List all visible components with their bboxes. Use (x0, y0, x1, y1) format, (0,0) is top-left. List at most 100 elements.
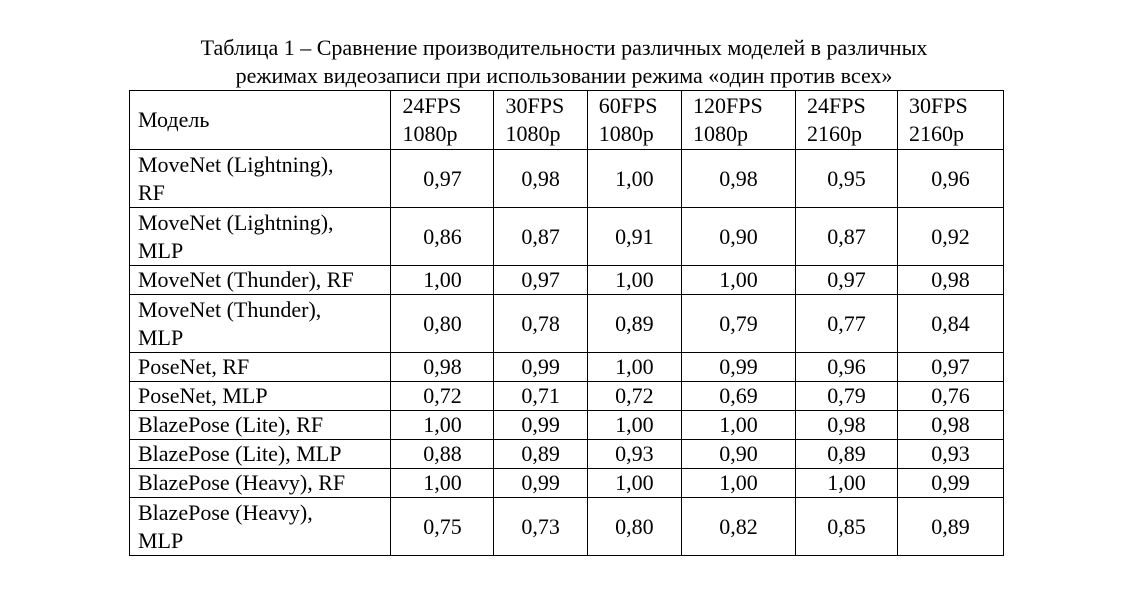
value-cell: 0,78 (493, 294, 588, 353)
value-cell: 1,00 (586, 265, 683, 295)
model-name-line-1: MoveNet (Lightning), (138, 151, 334, 177)
value-cell: 0,99 (493, 468, 588, 498)
value-cell: 0,97 (493, 265, 588, 295)
value-cell: 1,00 (390, 410, 495, 440)
table-row: BlazePose (Heavy), MLP 0,75 0,73 0,80 0,… (128, 497, 1004, 556)
column-header-fps: 60FPS (598, 93, 658, 118)
model-name-line-2: MLP (138, 324, 184, 350)
value-cell: 0,87 (795, 207, 899, 266)
value-cell: 0,80 (390, 294, 495, 353)
value-cell: 1,00 (586, 352, 683, 382)
column-header-fps: 30FPS (505, 93, 565, 118)
value-cell: 0,91 (586, 207, 683, 266)
model-cell: MoveNet (Thunder), MLP (128, 294, 392, 353)
table-caption: Таблица 1 – Сравнение производительности… (0, 34, 1128, 90)
value-cell: 0,89 (586, 294, 683, 353)
value-cell: 0,96 (795, 352, 899, 382)
value-cell: 0,90 (681, 439, 797, 469)
column-header-120fps-1080p: 120FPS 1080p (681, 90, 797, 150)
column-header-resolution: 1080p (505, 121, 561, 146)
value-cell: 0,98 (897, 265, 1004, 295)
value-cell: 0,98 (897, 410, 1004, 440)
value-cell: 0,79 (681, 294, 797, 353)
value-cell: 0,98 (795, 410, 899, 440)
value-cell: 0,93 (897, 439, 1004, 469)
value-cell: 0,96 (897, 149, 1004, 208)
column-header-resolution: 2160p (807, 121, 863, 146)
value-cell: 0,85 (795, 497, 899, 556)
value-cell: 0,98 (390, 352, 495, 382)
model-cell: BlazePose (Heavy), RF (128, 468, 392, 498)
value-cell: 0,97 (795, 265, 899, 295)
table-row: BlazePose (Lite), RF 1,00 0,99 1,00 1,00… (128, 410, 1004, 440)
value-cell: 0,88 (390, 439, 495, 469)
value-cell: 0,92 (897, 207, 1004, 266)
value-cell: 0,98 (681, 149, 797, 208)
value-cell: 0,99 (493, 352, 588, 382)
column-header-resolution: 2160p (909, 121, 965, 146)
column-header-resolution: 1080p (693, 121, 749, 146)
table-row: PoseNet, RF 0,98 0,99 1,00 0,99 0,96 0,9… (128, 352, 1004, 382)
value-cell: 0,89 (897, 497, 1004, 556)
model-cell: MoveNet (Lightning), RF (128, 149, 392, 208)
value-cell: 0,97 (390, 149, 495, 208)
table-row: MoveNet (Lightning), MLP 0,86 0,87 0,91 … (128, 207, 1004, 266)
value-cell: 1,00 (586, 468, 683, 498)
value-cell: 0,90 (681, 207, 797, 266)
column-header-fps: 24FPS (402, 93, 462, 118)
model-name-line-2: RF (138, 179, 165, 205)
value-cell: 0,77 (795, 294, 899, 353)
results-table: Модель 24FPS 1080p 30FPS 1080p 60FPS 108… (128, 90, 1004, 556)
model-name-line-1: MoveNet (Thunder), (138, 296, 322, 322)
value-cell: 0,93 (586, 439, 683, 469)
value-cell: 0,97 (897, 352, 1004, 382)
value-cell: 1,00 (681, 410, 797, 440)
column-header-resolution: 1080p (598, 121, 654, 146)
value-cell: 1,00 (390, 468, 495, 498)
column-header-30fps-1080p: 30FPS 1080p (493, 90, 588, 150)
model-cell: PoseNet, MLP (128, 381, 392, 411)
model-name-line-1: BlazePose (Heavy), (138, 499, 313, 525)
value-cell: 1,00 (795, 468, 899, 498)
table-row: BlazePose (Lite), MLP 0,88 0,89 0,93 0,9… (128, 439, 1004, 469)
value-cell: 1,00 (681, 265, 797, 295)
value-cell: 0,95 (795, 149, 899, 208)
value-cell: 0,82 (681, 497, 797, 556)
value-cell: 0,86 (390, 207, 495, 266)
model-cell: BlazePose (Lite), MLP (128, 439, 392, 469)
value-cell: 0,87 (493, 207, 588, 266)
model-cell: BlazePose (Heavy), MLP (128, 497, 392, 556)
table-row: PoseNet, MLP 0,72 0,71 0,72 0,69 0,79 0,… (128, 381, 1004, 411)
model-cell: BlazePose (Lite), RF (128, 410, 392, 440)
value-cell: 1,00 (390, 265, 495, 295)
value-cell: 0,76 (897, 381, 1004, 411)
value-cell: 0,69 (681, 381, 797, 411)
value-cell: 1,00 (586, 149, 683, 208)
value-cell: 0,84 (897, 294, 1004, 353)
model-name-line-2: MLP (138, 237, 184, 263)
value-cell: 0,72 (390, 381, 495, 411)
column-header-30fps-2160p: 30FPS 2160p (897, 90, 1004, 150)
value-cell: 0,72 (586, 381, 683, 411)
table-row: MoveNet (Lightning), RF 0,97 0,98 1,00 0… (128, 149, 1004, 208)
column-header-fps: 24FPS (807, 93, 866, 118)
value-cell: 0,89 (493, 439, 588, 469)
value-cell: 0,98 (493, 149, 588, 208)
value-cell: 0,80 (586, 497, 683, 556)
table-header-row: Модель 24FPS 1080p 30FPS 1080p 60FPS 108… (128, 90, 1004, 150)
column-header-24fps-2160p: 24FPS 2160p (795, 90, 899, 150)
column-header-fps: 120FPS (693, 93, 763, 118)
caption-line-2: режимах видеозаписи при использовании ре… (235, 63, 893, 88)
table-row: BlazePose (Heavy), RF 1,00 0,99 1,00 1,0… (128, 468, 1004, 498)
model-name-line-1: MoveNet (Lightning), (138, 209, 334, 235)
model-cell: PoseNet, RF (128, 352, 392, 382)
table-row: MoveNet (Thunder), RF 1,00 0,97 1,00 1,0… (128, 265, 1004, 295)
model-cell: MoveNet (Lightning), MLP (128, 207, 392, 266)
value-cell: 1,00 (586, 410, 683, 440)
value-cell: 0,89 (795, 439, 899, 469)
column-header-60fps-1080p: 60FPS 1080p (586, 90, 683, 150)
value-cell: 1,00 (681, 468, 797, 498)
table-row: MoveNet (Thunder), MLP 0,80 0,78 0,89 0,… (128, 294, 1004, 353)
caption-line-1: Таблица 1 – Сравнение производительности… (200, 35, 928, 60)
value-cell: 0,99 (493, 410, 588, 440)
